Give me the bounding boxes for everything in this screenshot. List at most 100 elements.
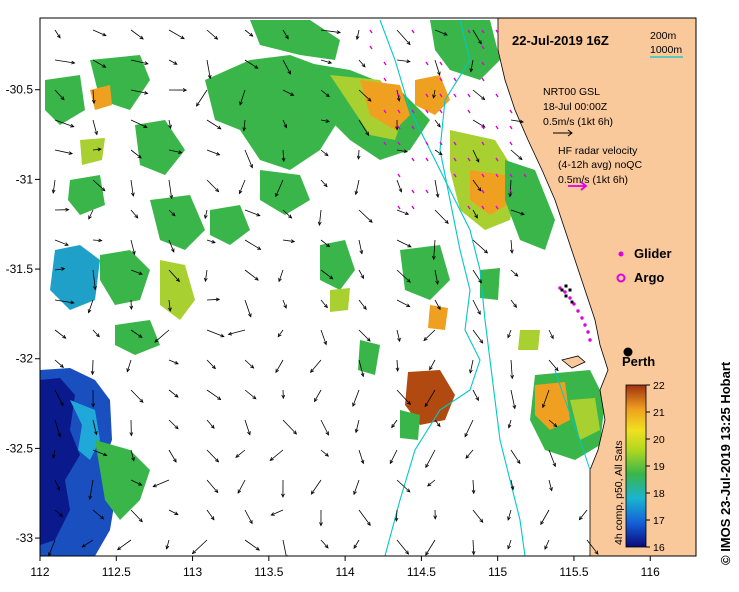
current-arrow-head — [283, 304, 287, 309]
current-arrow — [358, 269, 364, 279]
current-arrow-head — [436, 123, 441, 128]
x-tick-label: 115 — [488, 565, 507, 579]
current-arrow-head — [138, 482, 143, 486]
current-arrow-head — [443, 32, 448, 36]
hf-radar-vector — [495, 205, 499, 210]
current-arrow-head — [203, 214, 208, 220]
current-arrow-head — [65, 207, 70, 212]
hf-radar-vector — [509, 125, 513, 130]
hf-radar-scale: 0.5m/s (1kt 6h) — [558, 174, 628, 186]
hf-radar-vectors — [369, 29, 527, 210]
current-arrow — [244, 359, 254, 369]
current-arrow — [320, 329, 327, 345]
current-arrow-head — [425, 463, 429, 469]
current-arrow — [425, 449, 436, 468]
current-arrow — [510, 119, 524, 123]
current-arrow-head — [391, 423, 395, 429]
current-arrow — [396, 479, 411, 493]
current-arrow-head — [403, 149, 409, 154]
y-axis-ticks: -30.5 -31 -31.5 -32 -32.5 -33 — [6, 83, 40, 545]
current-arrow — [464, 419, 474, 437]
current-arrow-head — [444, 219, 449, 225]
current-arrow — [168, 269, 180, 282]
current-arrow — [510, 449, 521, 464]
current-arrow — [52, 179, 56, 193]
current-arrow — [320, 269, 333, 280]
colorbar-tick-label: 20 — [653, 434, 665, 446]
current-arrow — [356, 29, 360, 40]
current-arrow — [244, 269, 259, 281]
current-arrow-head — [407, 243, 412, 248]
current-arrow-head — [509, 249, 514, 254]
current-arrow — [130, 59, 148, 65]
current-arrow-head — [549, 487, 553, 492]
current-arrow — [472, 29, 482, 45]
current-arrow — [54, 149, 73, 155]
current-arrow-head — [249, 519, 253, 525]
hf-radar-vector — [453, 173, 457, 178]
current-arrow — [54, 389, 64, 406]
current-arrow-head — [242, 127, 247, 132]
current-arrow — [168, 389, 179, 398]
current-arrow — [320, 239, 330, 247]
current-arrow — [544, 539, 550, 550]
current-arrow — [352, 389, 360, 407]
hf-radar-vector — [495, 157, 499, 162]
current-arrow-head — [139, 398, 144, 403]
current-arrow — [130, 239, 135, 255]
current-arrow — [89, 479, 94, 500]
current-arrow — [278, 269, 284, 282]
plot-frame — [39, 17, 697, 557]
hf-radar-vector — [397, 173, 401, 178]
current-arrow-head — [132, 250, 136, 256]
glider-marker-icon — [618, 251, 624, 257]
hf-radar-scale-arrow — [568, 181, 588, 191]
current-arrow — [88, 209, 94, 220]
current-arrow — [206, 329, 224, 338]
current-arrow — [470, 59, 474, 72]
current-arrow — [282, 119, 287, 128]
current-arrow-head — [550, 334, 554, 340]
current-arrow-head — [254, 65, 259, 69]
current-arrow-head — [227, 331, 233, 336]
current-arrow-head — [325, 93, 330, 98]
current-arrow — [424, 389, 436, 407]
current-arrow-head — [479, 339, 484, 344]
hf-radar-vector — [509, 109, 513, 114]
current-arrow — [228, 329, 246, 335]
current-arrow — [358, 299, 367, 310]
current-arrow — [396, 59, 410, 63]
current-arrow-head — [475, 396, 479, 402]
current-arrow-head — [249, 32, 254, 37]
current-arrow — [153, 479, 170, 488]
current-arrow — [168, 509, 179, 515]
current-arrow-head — [355, 35, 360, 41]
current-arrow-head — [257, 246, 262, 250]
hf-radar-vector — [383, 109, 387, 114]
current-arrow — [282, 299, 287, 309]
current-arrow-head — [71, 60, 76, 65]
current-arrow-head — [174, 511, 179, 515]
current-arrow-head — [507, 334, 511, 339]
current-arrow-head — [51, 454, 56, 459]
current-arrow — [320, 149, 329, 156]
current-arrow-head — [507, 516, 511, 521]
current-arrow — [396, 209, 409, 215]
hf-radar-vector — [383, 77, 387, 82]
current-arrow — [472, 209, 478, 219]
hf-radar-vector — [467, 205, 471, 210]
current-arrow-head — [191, 550, 196, 555]
current-arrow-head — [432, 255, 436, 261]
current-arrow — [206, 298, 220, 301]
glider-position — [583, 323, 587, 327]
current-arrow — [548, 419, 558, 427]
current-arrow — [469, 359, 474, 373]
hf-radar-vector — [481, 141, 485, 146]
current-arrow-head — [423, 337, 428, 342]
colorbar — [625, 384, 647, 548]
current-arrow-head — [256, 212, 261, 217]
current-arrow-head — [281, 157, 286, 163]
current-arrow-head — [397, 337, 401, 343]
current-arrow — [130, 89, 148, 94]
current-arrow-head — [324, 544, 329, 549]
